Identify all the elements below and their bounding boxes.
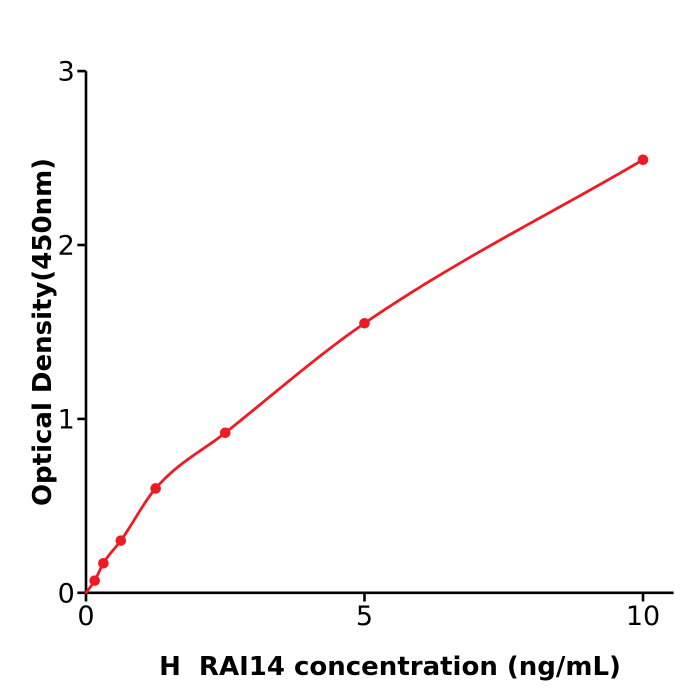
data-point xyxy=(115,535,127,546)
data-point xyxy=(637,154,649,166)
x-axis-title: H RAI14 concentration (ng/mL) xyxy=(159,652,621,682)
data-point xyxy=(219,427,231,439)
y-axis-title: Optical Density(450nm) xyxy=(28,157,58,507)
x-tick-label: 5 xyxy=(356,601,373,632)
y-tick-label: 0 xyxy=(58,578,75,609)
data-point xyxy=(89,575,100,586)
data-point xyxy=(150,483,161,494)
y-tick-label: 1 xyxy=(58,404,75,435)
axis-spines xyxy=(84,71,674,595)
x-tick-label: 10 xyxy=(626,601,660,632)
y-tick-label: 2 xyxy=(58,231,75,262)
data-point xyxy=(359,317,370,329)
y-tick-label: 3 xyxy=(58,57,75,88)
x-tick-label: 0 xyxy=(77,601,94,632)
data-point xyxy=(98,557,109,569)
standard-curve-line xyxy=(84,158,645,595)
